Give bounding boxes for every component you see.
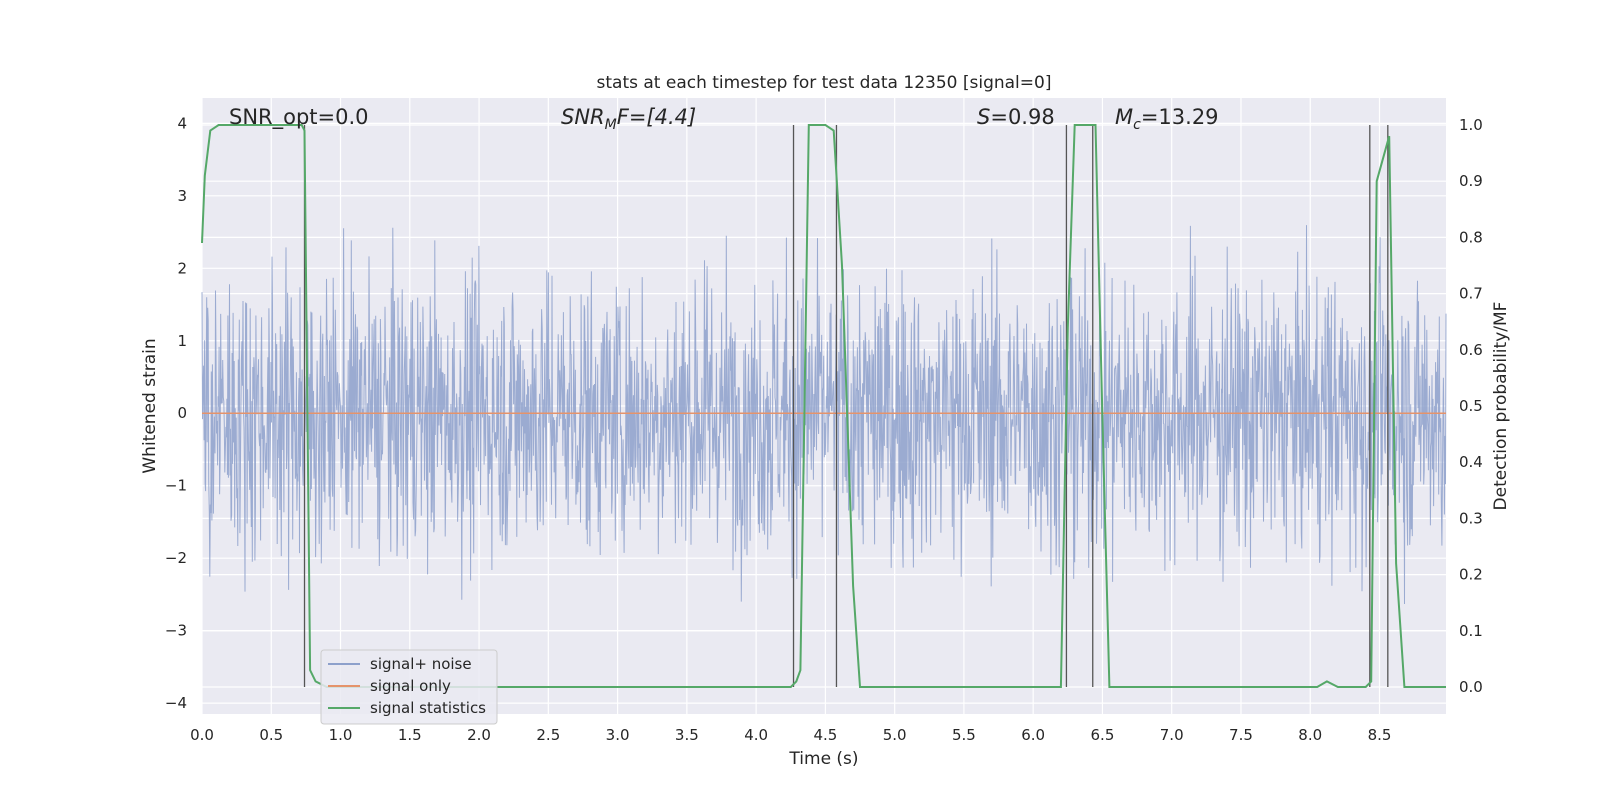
x-tick-label-4: 2.0 [467,726,491,744]
annotation-mc: Mc=13.29 [1115,105,1219,133]
annotation-snr-opt: SNR_opt=0.0 [229,105,369,130]
y-tick-label-4: 0 [177,404,187,422]
y2-tick-label-3: 0.7 [1459,285,1483,303]
signal-noise-line [201,225,1447,605]
x-tick-label-11: 5.5 [952,726,976,744]
y-tick-label-2: 2 [177,259,187,277]
x-tick-label-10: 5.0 [883,726,907,744]
y2-tick-label-6: 0.4 [1459,453,1483,471]
x-tick-label-2: 1.0 [329,726,353,744]
y2-tick-label-0: 1.0 [1459,116,1483,134]
x-tick-label-13: 6.5 [1091,726,1115,744]
x-tick-label-9: 4.5 [813,726,837,744]
y-tick-label-6: −2 [165,549,187,567]
y2-tick-label-8: 0.2 [1459,566,1483,584]
x-axis-label: Time (s) [788,749,858,769]
y2-tick-label-7: 0.3 [1459,509,1483,527]
annotation-snr-mf: SNRMF=[4.4] [561,105,696,133]
signal-statistics-line [201,124,1446,688]
legend-box [320,649,498,725]
y-axis-label: Whitened strain [140,338,160,473]
y2-axis-label: Detection probability/MF [1491,302,1511,511]
y2-tick-labels: 1.0 0.9 0.8 0.7 0.6 0.5 0.4 0.3 0.2 0.1 0.0 [1459,116,1483,696]
legend-label-signal-noise: signal+ noise [370,655,472,673]
y-tick-labels: 4 3 2 1 0 −1 −2 −3 −4 [165,114,187,712]
y-tick-label-1: 3 [177,187,187,205]
x-tick-label-7: 3.5 [675,726,699,744]
y2-tick-label-9: 0.1 [1459,622,1483,640]
x-tick-label-14: 7.0 [1160,726,1184,744]
signal-noise-series [201,225,1447,605]
x-tick-label-6: 3.0 [606,726,630,744]
chart-title: stats at each timestep for test data 123… [597,73,1052,93]
y-tick-label-8: −4 [165,694,187,712]
legend-label-signal-only: signal only [370,677,451,695]
y-tick-label-0: 4 [177,114,187,132]
y-tick-label-3: 1 [177,332,187,350]
y-tick-label-5: −1 [165,477,187,495]
y2-tick-label-4: 0.6 [1459,341,1483,359]
legend-label-signal-statistics: signal statistics [370,699,486,717]
y2-tick-label-1: 0.9 [1459,172,1483,190]
x-tick-label-16: 8.0 [1298,726,1322,744]
x-tick-label-0: 0.0 [190,726,214,744]
y2-tick-label-10: 0.0 [1459,678,1483,696]
x-tick-label-1: 0.5 [259,726,283,744]
x-tick-label-17: 8.5 [1368,726,1392,744]
x-tick-label-15: 7.5 [1229,726,1253,744]
x-tick-label-8: 4.0 [744,726,768,744]
y2-tick-label-2: 0.8 [1459,228,1483,246]
x-tick-label-5: 2.5 [536,726,560,744]
legend: signal+ noise signal only signal statist… [320,649,498,725]
y-tick-label-7: −3 [165,622,187,640]
x-tick-label-3: 1.5 [398,726,422,744]
annotation-s: S=0.98 [977,105,1055,129]
signal-statistics-series [201,124,1446,688]
x-tick-labels: 0.0 0.5 1.0 1.5 2.0 2.5 3.0 3.5 4.0 4.5 5.0 5.5 6.0 6… [190,726,1391,744]
x-tick-label-12: 6.0 [1021,726,1045,744]
y2-tick-label-5: 0.5 [1459,397,1483,415]
